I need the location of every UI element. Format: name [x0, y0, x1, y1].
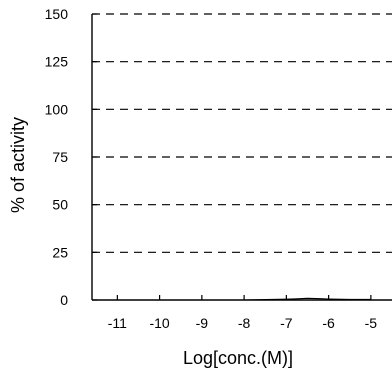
- y-tick-label: 75: [52, 149, 68, 165]
- y-tick-label: 50: [52, 197, 68, 213]
- series-layer: [201, 297, 371, 301]
- series-line-0: [201, 297, 371, 301]
- x-axis-title: Log[conc.(M)]: [183, 348, 293, 368]
- gridlines: [92, 13, 392, 253]
- y-tick-label: 125: [45, 54, 69, 70]
- y-axis-title: % of activity: [8, 117, 28, 213]
- x-tick-label: -8: [238, 315, 251, 331]
- y-ticks: 0 25 50 75 100 125 150: [45, 6, 97, 308]
- x-tick-label: -11: [108, 315, 127, 331]
- x-tick-label: -9: [196, 315, 209, 331]
- y-tick-label: 150: [45, 6, 69, 22]
- x-tick-label: -10: [149, 315, 169, 331]
- y-tick-label: 0: [60, 292, 68, 308]
- y-tick-label: 100: [45, 101, 69, 117]
- x-tick-label: -6: [322, 315, 335, 331]
- x-ticks: -11 -10 -9 -8 -7 -6 -5: [108, 295, 378, 331]
- x-tick-label: -5: [365, 315, 378, 331]
- y-tick-label: 25: [52, 244, 68, 260]
- x-tick-label: -7: [280, 315, 293, 331]
